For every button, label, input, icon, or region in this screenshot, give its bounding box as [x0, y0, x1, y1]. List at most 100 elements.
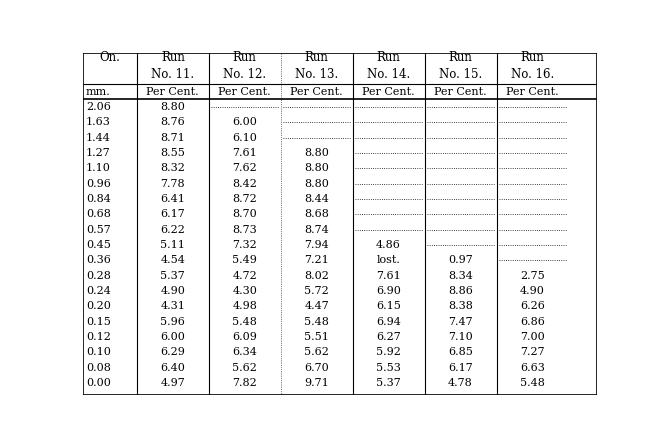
Text: 4.30: 4.30 [232, 286, 257, 296]
Text: 4.54: 4.54 [160, 255, 185, 265]
Text: 0.12: 0.12 [86, 332, 111, 342]
Text: 8.72: 8.72 [232, 194, 257, 204]
Text: Run: Run [520, 51, 544, 63]
Text: 8.73: 8.73 [232, 225, 257, 234]
Text: No. 16.: No. 16. [511, 68, 554, 81]
Text: 7.21: 7.21 [304, 255, 329, 265]
Text: Run: Run [449, 51, 473, 63]
Text: 8.42: 8.42 [232, 178, 257, 189]
Text: 7.00: 7.00 [520, 332, 545, 342]
Text: 7.32: 7.32 [232, 240, 257, 250]
Text: 0.84: 0.84 [86, 194, 111, 204]
Text: 2.75: 2.75 [520, 270, 545, 281]
Text: lost.: lost. [377, 255, 400, 265]
Text: 8.80: 8.80 [160, 102, 185, 112]
Text: 8.38: 8.38 [448, 301, 473, 311]
Text: 0.15: 0.15 [86, 317, 111, 327]
Text: 4.97: 4.97 [160, 378, 185, 388]
Text: 4.98: 4.98 [232, 301, 257, 311]
Text: 8.86: 8.86 [448, 286, 473, 296]
Text: 7.62: 7.62 [232, 163, 257, 173]
Text: No. 13.: No. 13. [295, 68, 338, 81]
Text: 4.72: 4.72 [232, 270, 257, 281]
Text: No. 11.: No. 11. [151, 68, 194, 81]
Text: 4.90: 4.90 [520, 286, 545, 296]
Text: 0.08: 0.08 [86, 363, 111, 373]
Text: 7.47: 7.47 [448, 317, 473, 327]
Text: Per Cent.: Per Cent. [434, 87, 487, 97]
Text: Per Cent.: Per Cent. [506, 87, 559, 97]
Text: 7.61: 7.61 [376, 270, 401, 281]
Text: 6.70: 6.70 [304, 363, 329, 373]
Text: 6.00: 6.00 [160, 332, 185, 342]
Text: 5.53: 5.53 [376, 363, 401, 373]
Text: 6.09: 6.09 [232, 332, 257, 342]
Text: 6.27: 6.27 [376, 332, 401, 342]
Text: 6.17: 6.17 [160, 209, 185, 219]
Text: 5.51: 5.51 [304, 332, 329, 342]
Text: On.: On. [99, 51, 120, 63]
Text: 0.36: 0.36 [86, 255, 111, 265]
Text: Per Cent.: Per Cent. [290, 87, 343, 97]
Text: Per Cent.: Per Cent. [147, 87, 199, 97]
Text: 5.11: 5.11 [160, 240, 185, 250]
Text: 0.68: 0.68 [86, 209, 111, 219]
Text: No. 15.: No. 15. [439, 68, 482, 81]
Text: 7.78: 7.78 [160, 178, 185, 189]
Text: mm.: mm. [86, 87, 111, 97]
Text: 7.94: 7.94 [304, 240, 329, 250]
Text: 6.22: 6.22 [160, 225, 185, 234]
Text: 4.31: 4.31 [160, 301, 185, 311]
Text: 4.90: 4.90 [160, 286, 185, 296]
Text: 5.92: 5.92 [376, 347, 401, 357]
Text: 6.63: 6.63 [520, 363, 545, 373]
Text: 4.86: 4.86 [376, 240, 401, 250]
Text: 6.34: 6.34 [232, 347, 257, 357]
Text: 8.74: 8.74 [304, 225, 329, 234]
Text: 0.24: 0.24 [86, 286, 111, 296]
Text: 0.10: 0.10 [86, 347, 111, 357]
Text: No. 12.: No. 12. [223, 68, 267, 81]
Text: 2.06: 2.06 [86, 102, 111, 112]
Text: 1.10: 1.10 [86, 163, 111, 173]
Text: 6.17: 6.17 [448, 363, 473, 373]
Text: 5.62: 5.62 [232, 363, 257, 373]
Text: 0.28: 0.28 [86, 270, 111, 281]
Text: 8.02: 8.02 [304, 270, 329, 281]
Text: 0.00: 0.00 [86, 378, 111, 388]
Text: 8.80: 8.80 [304, 148, 329, 158]
Text: 8.44: 8.44 [304, 194, 329, 204]
Text: 0.20: 0.20 [86, 301, 111, 311]
Text: 6.00: 6.00 [232, 117, 257, 127]
Text: 6.40: 6.40 [160, 363, 185, 373]
Text: No. 14.: No. 14. [367, 68, 410, 81]
Text: 9.71: 9.71 [304, 378, 329, 388]
Text: 8.70: 8.70 [232, 209, 257, 219]
Text: 5.72: 5.72 [304, 286, 329, 296]
Text: 6.85: 6.85 [448, 347, 473, 357]
Text: 4.78: 4.78 [448, 378, 473, 388]
Text: 6.29: 6.29 [160, 347, 185, 357]
Text: 7.82: 7.82 [232, 378, 257, 388]
Text: 4.47: 4.47 [304, 301, 329, 311]
Text: 7.27: 7.27 [520, 347, 545, 357]
Text: 5.62: 5.62 [304, 347, 329, 357]
Text: 7.10: 7.10 [448, 332, 473, 342]
Text: 6.94: 6.94 [376, 317, 401, 327]
Text: 1.44: 1.44 [86, 133, 111, 143]
Text: 1.27: 1.27 [86, 148, 111, 158]
Text: 0.45: 0.45 [86, 240, 111, 250]
Text: 5.48: 5.48 [520, 378, 545, 388]
Text: Per Cent.: Per Cent. [218, 87, 271, 97]
Text: Run: Run [161, 51, 185, 63]
Text: Run: Run [377, 51, 400, 63]
Text: 6.41: 6.41 [160, 194, 185, 204]
Text: 6.10: 6.10 [232, 133, 257, 143]
Text: 0.96: 0.96 [86, 178, 111, 189]
Text: 5.48: 5.48 [232, 317, 257, 327]
Text: 8.68: 8.68 [304, 209, 329, 219]
Text: 6.86: 6.86 [520, 317, 545, 327]
Text: 5.48: 5.48 [304, 317, 329, 327]
Text: 8.71: 8.71 [160, 133, 185, 143]
Text: 0.57: 0.57 [86, 225, 111, 234]
